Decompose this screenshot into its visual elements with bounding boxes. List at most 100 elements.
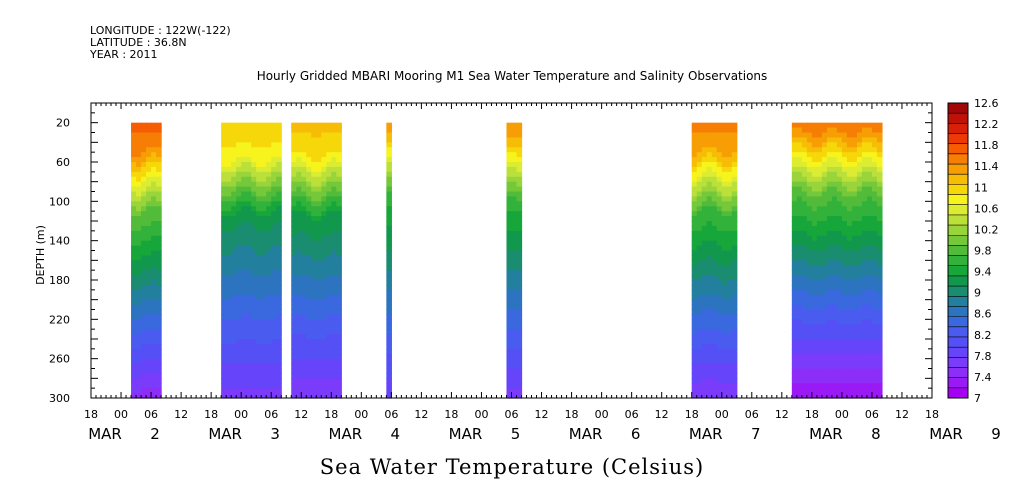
heatmap-cell (141, 339, 147, 345)
heatmap-cell (831, 201, 838, 207)
heatmap-cell (711, 294, 718, 301)
heatmap-cell (251, 294, 257, 301)
heatmap-cell (726, 393, 733, 399)
heatmap-cell (836, 186, 843, 193)
heatmap-cell (726, 240, 733, 247)
heatmap-cell (816, 221, 823, 227)
heatmap-cell (511, 329, 518, 335)
data-segment (291, 122, 342, 399)
heatmap-cell (261, 157, 267, 163)
heatmap-cell (331, 309, 337, 316)
heatmap-cell (131, 250, 137, 257)
x-day-label: MAR (88, 425, 122, 443)
heatmap-cell (791, 334, 798, 340)
heatmap-cell (221, 348, 227, 355)
heatmap-cell (821, 235, 828, 242)
heatmap-cell (721, 358, 728, 365)
heatmap-cell (861, 294, 868, 301)
heatmap-cell (516, 211, 523, 217)
heatmap-cell (251, 304, 257, 311)
heatmap-cell (806, 235, 813, 242)
heatmap-cell (696, 260, 703, 266)
heatmap-cell (831, 289, 838, 296)
heatmap-cell (871, 147, 878, 153)
heatmap-cell (806, 211, 813, 217)
heatmap-cell (716, 176, 723, 183)
heatmap-cell (241, 383, 247, 389)
heatmap-cell (331, 353, 337, 360)
heatmap-cell (841, 348, 848, 355)
heatmap-cell (226, 157, 232, 163)
heatmap-cell (386, 299, 392, 306)
heatmap-cell (336, 324, 342, 330)
heatmap-cell (861, 152, 868, 158)
heatmap-cell (306, 324, 312, 330)
heatmap-cell (316, 186, 322, 193)
heatmap-cell (851, 196, 858, 202)
heatmap-cell (291, 166, 297, 173)
heatmap-cell (266, 383, 272, 389)
heatmap-cell (226, 294, 232, 301)
heatmap-cell (246, 368, 252, 375)
heatmap-cell (791, 368, 798, 375)
heatmap-cell (796, 368, 803, 375)
heatmap-cell (796, 235, 803, 242)
heatmap-cell (141, 162, 147, 168)
heatmap-cell (311, 393, 317, 399)
year-label: YEAR : 2011 (90, 48, 158, 61)
heatmap-cell (706, 324, 713, 330)
heatmap-cell (311, 378, 317, 384)
heatmap-cell (251, 176, 257, 183)
heatmap-cell (131, 299, 137, 306)
heatmap-cell (851, 319, 858, 325)
heatmap-cell (331, 270, 337, 276)
heatmap-cell (731, 270, 738, 276)
heatmap-cell (861, 314, 868, 320)
heatmap-cell (731, 152, 738, 158)
heatmap-cell (156, 334, 162, 340)
heatmap-cell (871, 309, 878, 316)
heatmap-cell (326, 378, 332, 384)
heatmap-cell (856, 304, 863, 311)
heatmap-cell (511, 275, 518, 281)
heatmap-cell (696, 373, 703, 379)
heatmap-cell (831, 299, 838, 306)
heatmap-cell (866, 181, 873, 188)
heatmap-cell (861, 339, 868, 345)
heatmap-cell (711, 235, 718, 242)
heatmap-cell (316, 299, 322, 306)
heatmap-cell (511, 299, 518, 306)
heatmap-cell (831, 284, 838, 291)
heatmap-cell (796, 147, 803, 153)
heatmap-cell (226, 334, 232, 340)
heatmap-cell (151, 186, 157, 193)
heatmap-cell (331, 280, 337, 286)
heatmap-cell (706, 235, 713, 242)
heatmap-cell (301, 363, 307, 370)
heatmap-cell (136, 181, 142, 188)
y-tick-label: 20 (56, 117, 70, 130)
heatmap-cell (796, 393, 803, 399)
heatmap-cell (301, 235, 307, 242)
heatmap-cell (806, 201, 813, 207)
heatmap-cell (326, 260, 332, 266)
heatmap-cell (316, 378, 322, 384)
heatmap-cell (151, 284, 157, 291)
heatmap-cell (306, 230, 312, 237)
heatmap-cell (696, 343, 703, 350)
heatmap-cell (801, 314, 808, 320)
heatmap-cell (731, 358, 738, 365)
heatmap-cell (131, 132, 137, 139)
heatmap-cell (716, 221, 723, 227)
heatmap-cell (831, 343, 838, 350)
heatmap-cell (296, 363, 302, 370)
heatmap-cell (226, 122, 232, 129)
heatmap-cell (146, 388, 152, 394)
heatmap-cell (251, 235, 257, 242)
heatmap-cell (801, 388, 808, 394)
colorbar-swatch (948, 143, 968, 155)
heatmap-cell (246, 319, 252, 325)
heatmap-cell (276, 201, 282, 207)
heatmap-cell (806, 221, 813, 227)
heatmap-cell (226, 260, 232, 266)
